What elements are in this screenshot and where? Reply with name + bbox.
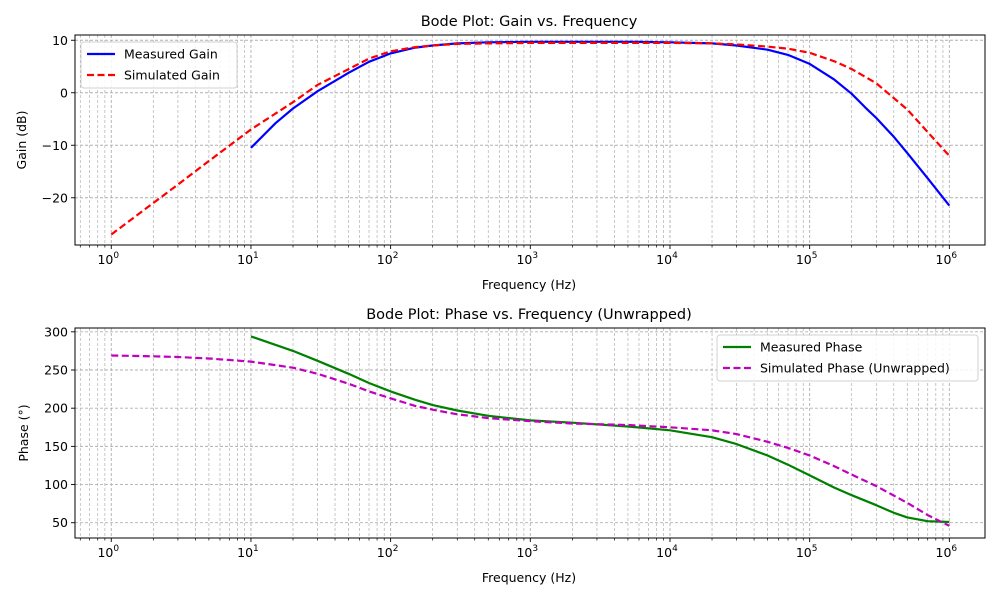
gain-y-tick-label: 10 bbox=[52, 33, 68, 48]
phase-y-tick-label: 100 bbox=[44, 477, 68, 492]
phase-y-tick-label: 300 bbox=[44, 324, 68, 339]
gain-x-tick-label: 105 bbox=[796, 251, 818, 267]
gain-y-tick-label: 0 bbox=[60, 85, 68, 100]
gain-x-axis-label: Frequency (Hz) bbox=[482, 277, 576, 292]
phase-y-tick-label: 150 bbox=[44, 439, 68, 454]
gain-legend-box bbox=[80, 41, 238, 89]
phase-y-tick-label: 200 bbox=[44, 401, 68, 416]
gain-chart-title: Bode Plot: Gain vs. Frequency bbox=[421, 14, 638, 30]
gain-x-tick-label: 102 bbox=[377, 251, 399, 267]
phase-x-tick-label: 102 bbox=[377, 544, 399, 560]
phase-legend-box bbox=[716, 334, 979, 382]
phase-series-measured-line bbox=[250, 335, 950, 524]
gain-x-tick-label: 101 bbox=[237, 251, 259, 267]
phase-legend-label: Measured Phase bbox=[760, 340, 863, 355]
phase-x-tick-label: 101 bbox=[237, 544, 259, 560]
gain-x-tick-label: 104 bbox=[656, 251, 678, 267]
phase-chart-title: Bode Plot: Phase vs. Frequency (Unwrappe… bbox=[366, 307, 692, 323]
gain-y-tick-label: −20 bbox=[42, 190, 68, 205]
phase-x-tick-label: 104 bbox=[656, 544, 678, 560]
gain-x-tick-label: 106 bbox=[936, 251, 958, 267]
gain-chart: Bode Plot: Gain vs. Frequency Frequency … bbox=[14, 14, 986, 292]
gain-legend-label: Measured Gain bbox=[124, 47, 218, 62]
gain-x-tick-label: 103 bbox=[516, 251, 538, 267]
phase-x-tick-label: 105 bbox=[796, 544, 818, 560]
gain-y-tick-label: −10 bbox=[42, 138, 68, 153]
gain-series-simulated-line bbox=[110, 41, 951, 236]
phase-x-tick-label: 100 bbox=[97, 544, 119, 560]
gain-y-axis-label: Gain (dB) bbox=[14, 111, 29, 170]
phase-x-axis-label: Frequency (Hz) bbox=[482, 570, 576, 585]
phase-legend-label: Simulated Phase (Unwrapped) bbox=[760, 361, 950, 376]
phase-y-axis-label: Phase (°) bbox=[16, 404, 31, 461]
phase-x-tick-label: 106 bbox=[936, 544, 958, 560]
gain-legend-label: Simulated Gain bbox=[124, 68, 220, 83]
gain-x-tick-label: 100 bbox=[97, 251, 119, 267]
gain-legend: Measured Gain Simulated Gain bbox=[80, 41, 238, 89]
phase-legend: Measured Phase Simulated Phase (Unwrapped… bbox=[716, 334, 979, 382]
phase-y-tick-label: 250 bbox=[44, 363, 68, 378]
phase-chart: Bode Plot: Phase vs. Frequency (Unwrappe… bbox=[16, 307, 986, 585]
phase-x-tick-label: 103 bbox=[516, 544, 538, 560]
phase-y-tick-label: 50 bbox=[52, 515, 68, 530]
phase-series-simulated-line bbox=[111, 354, 950, 527]
